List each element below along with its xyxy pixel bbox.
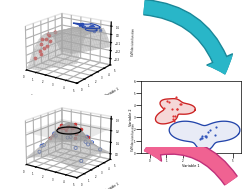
Y-axis label: Variable 1: Variable 1	[105, 182, 120, 189]
Point	[173, 114, 177, 117]
FancyArrowPatch shape	[145, 135, 236, 184]
Point	[200, 136, 204, 139]
X-axis label: Variable 1: Variable 1	[183, 164, 200, 168]
Point	[199, 137, 202, 140]
Point	[198, 137, 202, 140]
X-axis label: Variable 2: Variable 2	[30, 94, 46, 102]
Point	[214, 126, 218, 129]
Point	[162, 106, 166, 109]
Point	[170, 107, 174, 110]
Point	[165, 99, 169, 102]
Point	[203, 134, 207, 137]
Point	[171, 118, 175, 121]
FancyArrowPatch shape	[144, 1, 232, 74]
Point	[200, 134, 204, 137]
Point	[206, 131, 210, 134]
Point	[204, 134, 208, 137]
Point	[179, 103, 183, 106]
Point	[172, 119, 176, 122]
Point	[173, 96, 177, 99]
Point	[178, 102, 182, 105]
Point	[204, 135, 208, 138]
FancyArrowPatch shape	[145, 134, 237, 185]
Point	[175, 108, 179, 111]
Point	[167, 101, 171, 104]
Polygon shape	[155, 99, 195, 124]
FancyArrowPatch shape	[144, 0, 232, 74]
Y-axis label: Variable 1: Variable 1	[105, 88, 120, 98]
Point	[214, 134, 217, 137]
Point	[208, 129, 212, 132]
Point	[171, 115, 175, 118]
Polygon shape	[169, 121, 240, 151]
Point	[175, 107, 179, 110]
Y-axis label: Variable 2: Variable 2	[129, 108, 133, 126]
